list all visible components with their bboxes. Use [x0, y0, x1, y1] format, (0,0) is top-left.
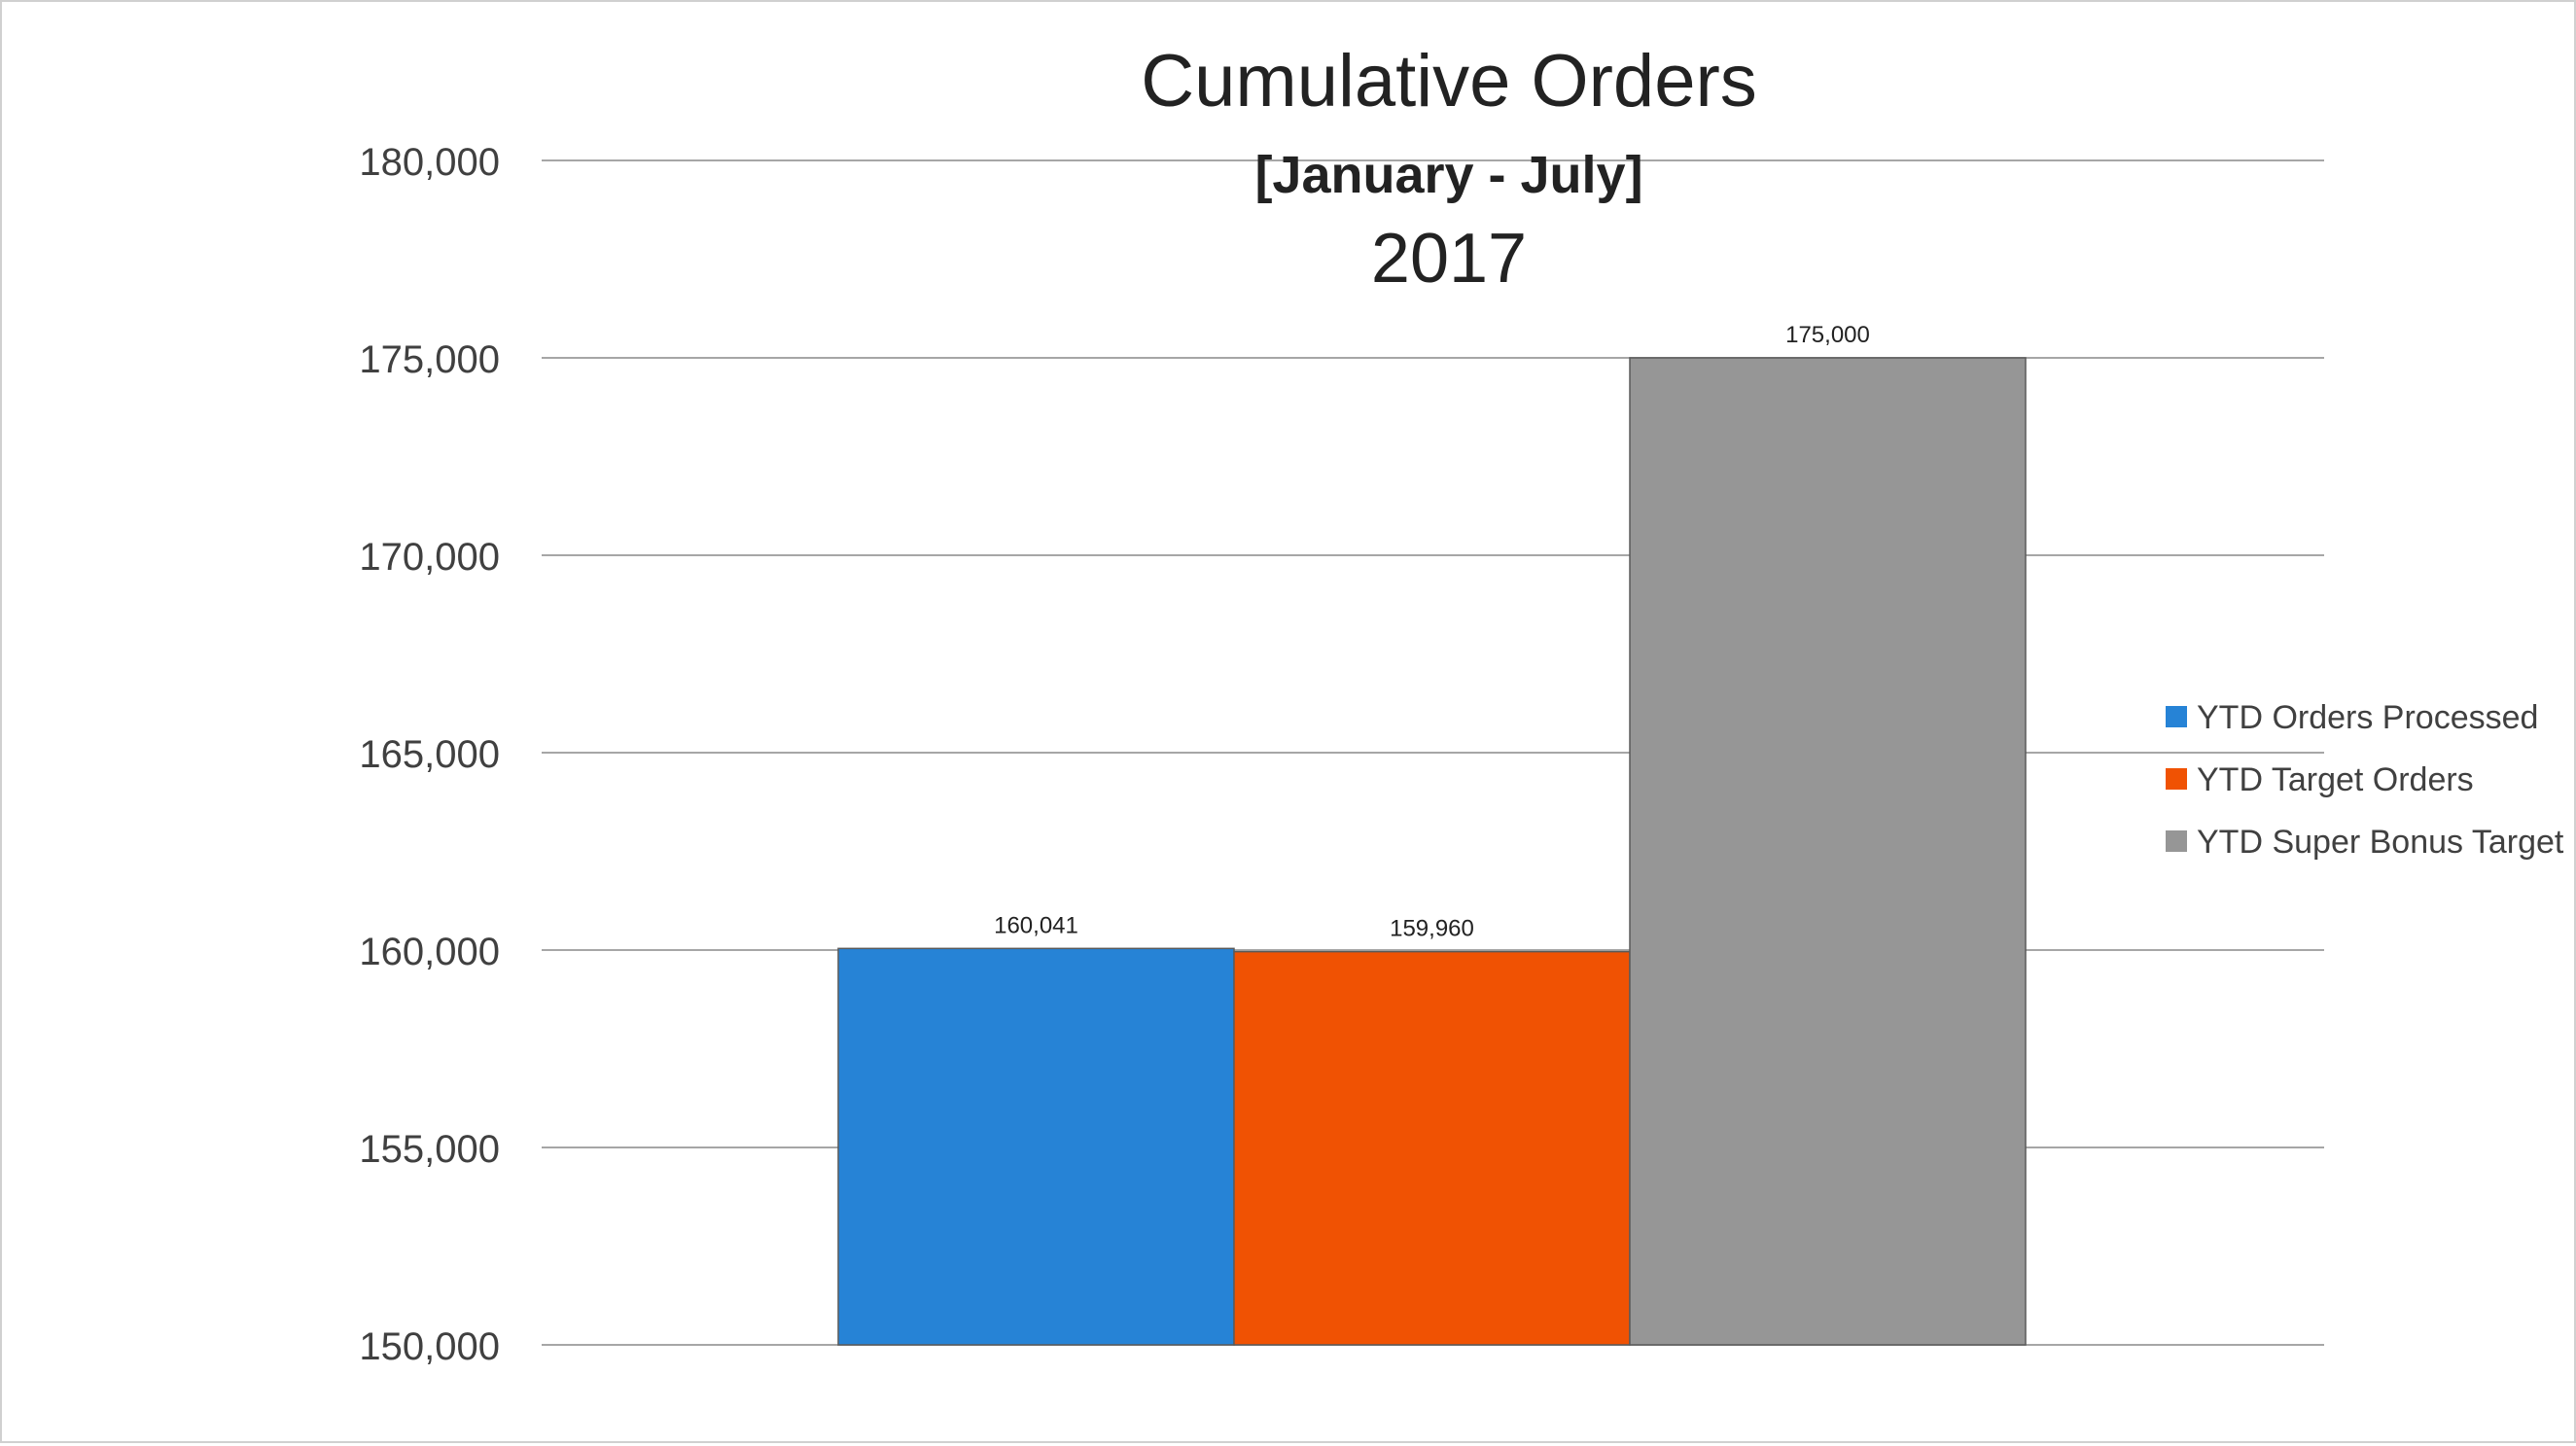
- y-tick-label: 155,000: [359, 1128, 500, 1171]
- chart-subtitle-year: 2017: [1371, 220, 1527, 298]
- bar-ytd-super-bonus-target: [1629, 357, 2027, 1346]
- legend-label: YTD Orders Processed: [2197, 699, 2538, 736]
- bars: [837, 357, 2027, 1346]
- chart-subtitle: [January - July]: [1254, 146, 1642, 204]
- legend-swatch: [2166, 768, 2187, 790]
- y-axis-tick-labels: 150,000 155,000 160,000 165,000 170,000 175,0…: [359, 141, 500, 1368]
- y-tick-label: 170,000: [359, 536, 500, 579]
- bar-data-labels: 160,041 159,960 175,000: [994, 322, 1870, 942]
- y-tick-label: 165,000: [359, 733, 500, 776]
- y-tick-label: 160,000: [359, 931, 500, 973]
- legend-swatch: [2166, 706, 2187, 727]
- legend-label: YTD Super Bonus Target: [2197, 824, 2564, 861]
- bar-data-label: 159,960: [1390, 916, 1474, 942]
- legend-swatch: [2166, 830, 2187, 852]
- chart-title: Cumulative Orders: [1141, 40, 1757, 123]
- bar-ytd-target-orders: [1233, 950, 1631, 1346]
- y-tick-label: 180,000: [359, 141, 500, 184]
- bar-data-label: 175,000: [1785, 322, 1870, 348]
- bar-ytd-orders-processed: [837, 947, 1235, 1346]
- legend-label: YTD Target Orders: [2197, 761, 2474, 798]
- bar-data-label: 160,041: [994, 912, 1078, 938]
- legend: YTD Orders Processed YTD Target Orders YTD…: [2166, 699, 2564, 861]
- y-tick-label: 150,000: [359, 1325, 500, 1368]
- y-tick-label: 175,000: [359, 338, 500, 381]
